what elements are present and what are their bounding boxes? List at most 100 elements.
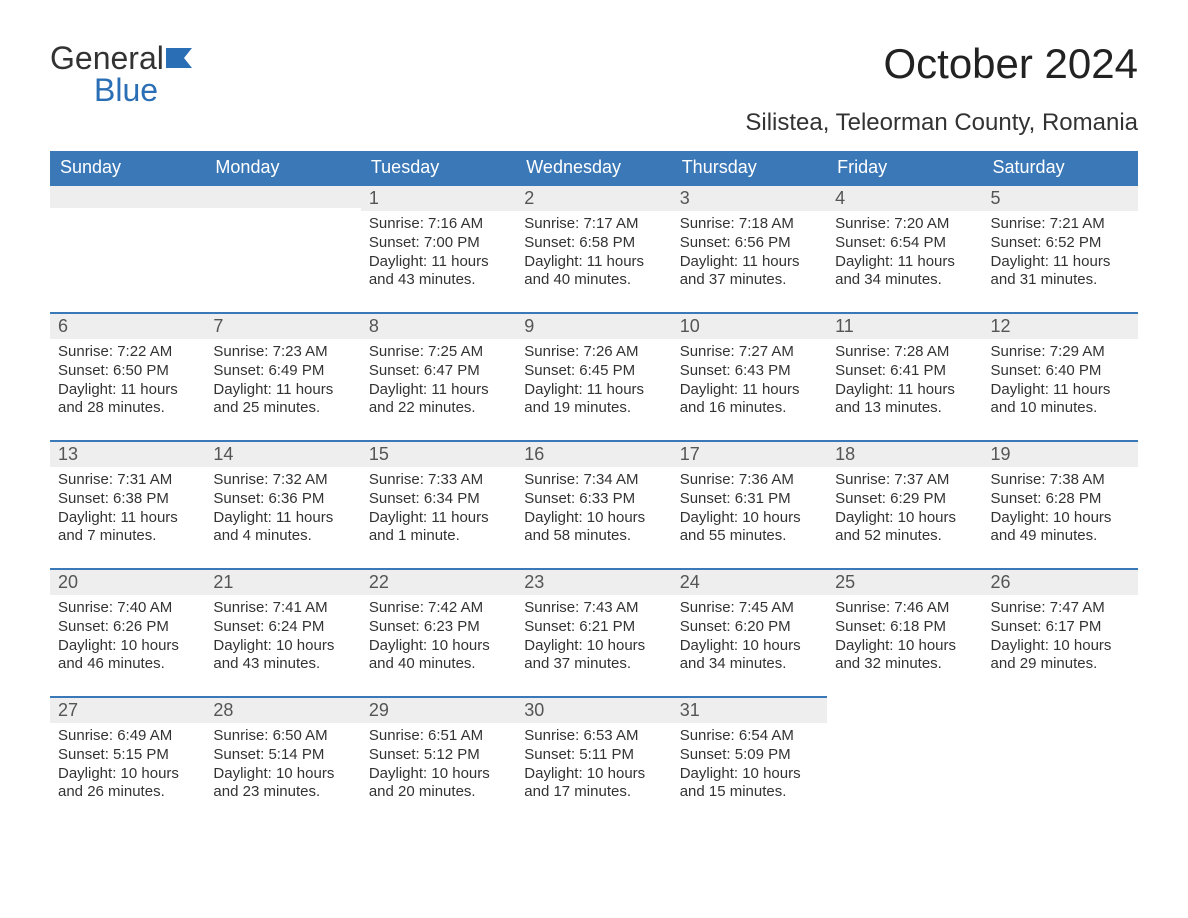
- daylight-line: Daylight: 10 hours and 55 minutes.: [680, 509, 819, 547]
- sunrise-line: Sunrise: 7:41 AM: [213, 599, 352, 618]
- day-number: 26: [983, 568, 1138, 595]
- calendar-cell: 24Sunrise: 7:45 AMSunset: 6:20 PMDayligh…: [672, 568, 827, 696]
- sunset-line: Sunset: 6:52 PM: [991, 234, 1130, 253]
- day-number: 22: [361, 568, 516, 595]
- day-body: Sunrise: 7:20 AMSunset: 6:54 PMDaylight:…: [827, 211, 982, 298]
- day-header: Sunday: [50, 151, 205, 184]
- calendar-cell: 26Sunrise: 7:47 AMSunset: 6:17 PMDayligh…: [983, 568, 1138, 696]
- calendar-cell: 14Sunrise: 7:32 AMSunset: 6:36 PMDayligh…: [205, 440, 360, 568]
- sunrise-line: Sunrise: 7:38 AM: [991, 471, 1130, 490]
- calendar-cell: 22Sunrise: 7:42 AMSunset: 6:23 PMDayligh…: [361, 568, 516, 696]
- sunset-line: Sunset: 6:17 PM: [991, 618, 1130, 637]
- day-number: 3: [672, 184, 827, 211]
- day-body: Sunrise: 7:47 AMSunset: 6:17 PMDaylight:…: [983, 595, 1138, 682]
- sunset-line: Sunset: 5:12 PM: [369, 746, 508, 765]
- calendar-cell: 27Sunrise: 6:49 AMSunset: 5:15 PMDayligh…: [50, 696, 205, 824]
- sunrise-line: Sunrise: 7:27 AM: [680, 343, 819, 362]
- daylight-line: Daylight: 11 hours and 43 minutes.: [369, 253, 508, 291]
- day-body: Sunrise: 7:16 AMSunset: 7:00 PMDaylight:…: [361, 211, 516, 298]
- day-number: 24: [672, 568, 827, 595]
- calendar-cell: 28Sunrise: 6:50 AMSunset: 5:14 PMDayligh…: [205, 696, 360, 824]
- sunrise-line: Sunrise: 7:23 AM: [213, 343, 352, 362]
- sunrise-line: Sunrise: 7:43 AM: [524, 599, 663, 618]
- sunset-line: Sunset: 6:54 PM: [835, 234, 974, 253]
- day-number: 30: [516, 696, 671, 723]
- sunrise-line: Sunrise: 6:50 AM: [213, 727, 352, 746]
- day-number: 17: [672, 440, 827, 467]
- day-number: 10: [672, 312, 827, 339]
- calendar-cell: 1Sunrise: 7:16 AMSunset: 7:00 PMDaylight…: [361, 184, 516, 312]
- day-body: Sunrise: 6:54 AMSunset: 5:09 PMDaylight:…: [672, 723, 827, 810]
- calendar-cell: 16Sunrise: 7:34 AMSunset: 6:33 PMDayligh…: [516, 440, 671, 568]
- calendar-cell: [983, 696, 1138, 824]
- calendar-cell: 6Sunrise: 7:22 AMSunset: 6:50 PMDaylight…: [50, 312, 205, 440]
- day-header: Thursday: [672, 151, 827, 184]
- sunrise-line: Sunrise: 7:45 AM: [680, 599, 819, 618]
- sunset-line: Sunset: 6:47 PM: [369, 362, 508, 381]
- day-number: 6: [50, 312, 205, 339]
- daylight-line: Daylight: 11 hours and 34 minutes.: [835, 253, 974, 291]
- day-header: Friday: [827, 151, 982, 184]
- sunrise-line: Sunrise: 7:26 AM: [524, 343, 663, 362]
- day-body: Sunrise: 7:37 AMSunset: 6:29 PMDaylight:…: [827, 467, 982, 554]
- calendar-cell: 23Sunrise: 7:43 AMSunset: 6:21 PMDayligh…: [516, 568, 671, 696]
- day-number: 20: [50, 568, 205, 595]
- sunset-line: Sunset: 6:23 PM: [369, 618, 508, 637]
- sunset-line: Sunset: 6:20 PM: [680, 618, 819, 637]
- day-body: Sunrise: 7:27 AMSunset: 6:43 PMDaylight:…: [672, 339, 827, 426]
- day-body: Sunrise: 7:17 AMSunset: 6:58 PMDaylight:…: [516, 211, 671, 298]
- day-body: Sunrise: 7:45 AMSunset: 6:20 PMDaylight:…: [672, 595, 827, 682]
- calendar-cell: [50, 184, 205, 312]
- sunrise-line: Sunrise: 6:49 AM: [58, 727, 197, 746]
- day-number: 21: [205, 568, 360, 595]
- sunrise-line: Sunrise: 7:34 AM: [524, 471, 663, 490]
- day-number: 28: [205, 696, 360, 723]
- calendar-cell: 20Sunrise: 7:40 AMSunset: 6:26 PMDayligh…: [50, 568, 205, 696]
- sunrise-line: Sunrise: 7:42 AM: [369, 599, 508, 618]
- daylight-line: Daylight: 10 hours and 34 minutes.: [680, 637, 819, 675]
- calendar-cell: 30Sunrise: 6:53 AMSunset: 5:11 PMDayligh…: [516, 696, 671, 824]
- sunrise-line: Sunrise: 7:28 AM: [835, 343, 974, 362]
- day-number: 23: [516, 568, 671, 595]
- sunrise-line: Sunrise: 6:53 AM: [524, 727, 663, 746]
- sunrise-line: Sunrise: 7:47 AM: [991, 599, 1130, 618]
- calendar-cell: [205, 184, 360, 312]
- day-number: 12: [983, 312, 1138, 339]
- sunset-line: Sunset: 6:24 PM: [213, 618, 352, 637]
- daylight-line: Daylight: 10 hours and 49 minutes.: [991, 509, 1130, 547]
- sunset-line: Sunset: 6:43 PM: [680, 362, 819, 381]
- empty-day-bar: [205, 184, 360, 208]
- sunset-line: Sunset: 6:26 PM: [58, 618, 197, 637]
- sunrise-line: Sunrise: 7:37 AM: [835, 471, 974, 490]
- sunset-line: Sunset: 6:36 PM: [213, 490, 352, 509]
- sunset-line: Sunset: 6:45 PM: [524, 362, 663, 381]
- daylight-line: Daylight: 10 hours and 37 minutes.: [524, 637, 663, 675]
- daylight-line: Daylight: 10 hours and 52 minutes.: [835, 509, 974, 547]
- day-number: 1: [361, 184, 516, 211]
- sunrise-line: Sunrise: 7:20 AM: [835, 215, 974, 234]
- day-number: 19: [983, 440, 1138, 467]
- daylight-line: Daylight: 11 hours and 31 minutes.: [991, 253, 1130, 291]
- calendar-cell: 31Sunrise: 6:54 AMSunset: 5:09 PMDayligh…: [672, 696, 827, 824]
- day-body: Sunrise: 7:43 AMSunset: 6:21 PMDaylight:…: [516, 595, 671, 682]
- daylight-line: Daylight: 11 hours and 1 minute.: [369, 509, 508, 547]
- day-body: Sunrise: 7:41 AMSunset: 6:24 PMDaylight:…: [205, 595, 360, 682]
- calendar-cell: 3Sunrise: 7:18 AMSunset: 6:56 PMDaylight…: [672, 184, 827, 312]
- day-body: Sunrise: 7:40 AMSunset: 6:26 PMDaylight:…: [50, 595, 205, 682]
- day-number: 27: [50, 696, 205, 723]
- calendar-cell: 17Sunrise: 7:36 AMSunset: 6:31 PMDayligh…: [672, 440, 827, 568]
- sunrise-line: Sunrise: 7:40 AM: [58, 599, 197, 618]
- daylight-line: Daylight: 10 hours and 23 minutes.: [213, 765, 352, 803]
- calendar-cell: 2Sunrise: 7:17 AMSunset: 6:58 PMDaylight…: [516, 184, 671, 312]
- day-body: Sunrise: 6:49 AMSunset: 5:15 PMDaylight:…: [50, 723, 205, 810]
- daylight-line: Daylight: 10 hours and 46 minutes.: [58, 637, 197, 675]
- sunrise-line: Sunrise: 7:33 AM: [369, 471, 508, 490]
- calendar-cell: 18Sunrise: 7:37 AMSunset: 6:29 PMDayligh…: [827, 440, 982, 568]
- brand-part2: Blue: [94, 72, 158, 109]
- calendar-cell: 15Sunrise: 7:33 AMSunset: 6:34 PMDayligh…: [361, 440, 516, 568]
- day-number: 5: [983, 184, 1138, 211]
- day-body: Sunrise: 7:26 AMSunset: 6:45 PMDaylight:…: [516, 339, 671, 426]
- sunrise-line: Sunrise: 7:31 AM: [58, 471, 197, 490]
- daylight-line: Daylight: 11 hours and 40 minutes.: [524, 253, 663, 291]
- day-number: 29: [361, 696, 516, 723]
